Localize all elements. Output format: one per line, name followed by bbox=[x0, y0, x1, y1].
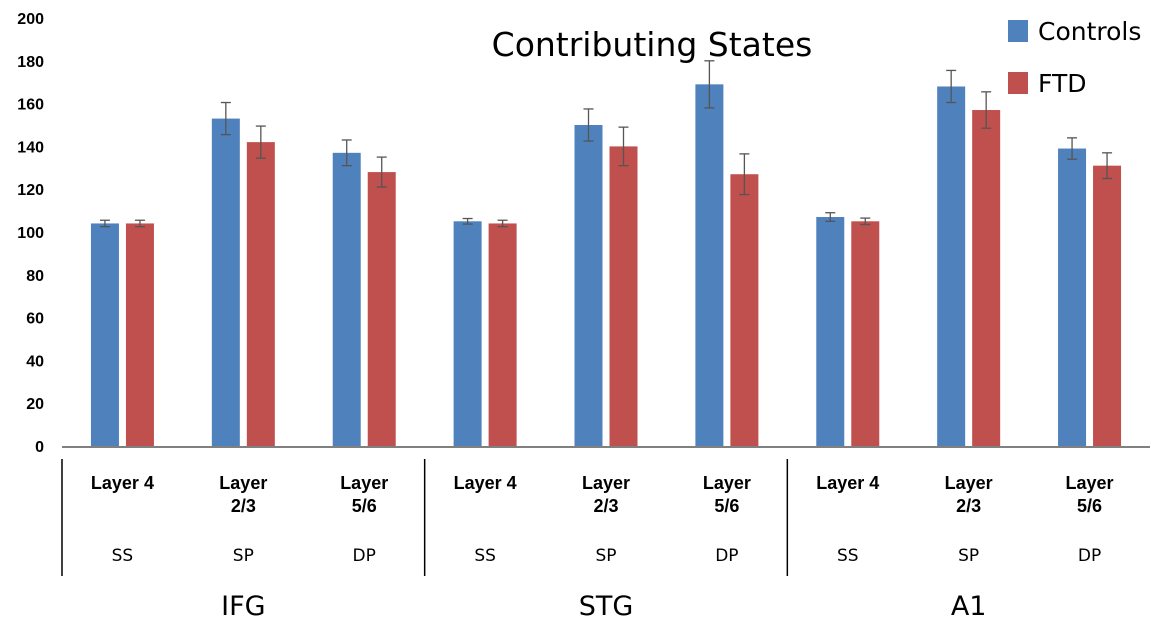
category-labels: Layer 4 SS Layer 2/3 SP Layer 5/6 DP Layer 4 SS La… bbox=[91, 473, 1114, 566]
layer-label: Layer 4 bbox=[91, 473, 154, 493]
bar-ftd bbox=[609, 146, 638, 446]
cell-type-label: DP bbox=[1078, 546, 1101, 566]
error-bar bbox=[1067, 137, 1078, 160]
y-tick-label: 140 bbox=[17, 139, 44, 156]
bar-controls bbox=[211, 118, 240, 446]
layer-label: 2/3 bbox=[593, 496, 618, 516]
y-tick-label: 0 bbox=[35, 439, 44, 456]
error-bar bbox=[583, 108, 594, 142]
bar-ftd bbox=[730, 174, 759, 446]
cell-type-label: SP bbox=[233, 546, 254, 566]
y-tick-label: 180 bbox=[17, 54, 44, 71]
bar-controls bbox=[574, 125, 603, 446]
legend-swatch-controls bbox=[1008, 20, 1028, 42]
layer-label: 2/3 bbox=[231, 496, 256, 516]
error-bar bbox=[825, 212, 836, 222]
bar-controls bbox=[90, 223, 119, 446]
error-bar bbox=[946, 69, 957, 104]
layer-label: Layer bbox=[582, 473, 630, 493]
bar-controls bbox=[816, 217, 845, 446]
error-bar bbox=[1102, 152, 1113, 180]
error-bar bbox=[376, 156, 387, 188]
error-bar bbox=[739, 153, 750, 196]
bar-ftd bbox=[125, 223, 154, 446]
bar-ftd bbox=[1093, 165, 1122, 446]
y-tick-label: 40 bbox=[26, 353, 44, 370]
y-tick-label: 60 bbox=[26, 311, 44, 328]
bar-ftd bbox=[972, 110, 1001, 447]
layer-label: Layer bbox=[1066, 473, 1114, 493]
layer-label: 5/6 bbox=[714, 496, 739, 516]
bar-controls bbox=[453, 221, 482, 446]
region-label: IFG bbox=[221, 591, 265, 621]
cell-type-label: SP bbox=[595, 546, 616, 566]
layer-label: Layer 4 bbox=[454, 473, 517, 493]
bar-ftd bbox=[246, 142, 275, 446]
region-label: STG bbox=[579, 591, 634, 621]
error-bar bbox=[860, 217, 871, 226]
layer-label: 5/6 bbox=[352, 496, 377, 516]
region-label: A1 bbox=[951, 591, 987, 621]
cell-type-label: SS bbox=[837, 546, 859, 566]
error-bar bbox=[220, 101, 231, 136]
error-bar bbox=[134, 219, 145, 228]
layer-label: 2/3 bbox=[956, 496, 981, 516]
error-bar bbox=[341, 139, 352, 167]
bar-ftd bbox=[367, 172, 396, 446]
bar-controls bbox=[1058, 148, 1087, 447]
error-bar bbox=[704, 60, 715, 109]
y-tick-label: 80 bbox=[26, 268, 44, 285]
cell-type-label: DP bbox=[715, 546, 738, 566]
error-bar bbox=[99, 219, 110, 228]
legend: Controls FTD bbox=[1008, 17, 1141, 98]
legend-label: FTD bbox=[1038, 69, 1086, 98]
cell-type-label: SP bbox=[958, 546, 979, 566]
layer-label: Layer bbox=[340, 473, 388, 493]
cell-type-label: DP bbox=[353, 546, 376, 566]
layer-label: Layer 4 bbox=[816, 473, 879, 493]
y-tick-label: 20 bbox=[26, 396, 44, 413]
cell-type-label: SS bbox=[112, 546, 134, 566]
error-bars bbox=[99, 60, 1113, 228]
bars bbox=[90, 84, 1122, 447]
bar-ftd bbox=[851, 221, 880, 446]
chart-title: Contributing States bbox=[492, 25, 813, 64]
error-bar bbox=[981, 91, 992, 129]
region-separators bbox=[61, 459, 789, 576]
layer-label: Layer bbox=[703, 473, 751, 493]
layer-label: 5/6 bbox=[1077, 496, 1102, 516]
bar-controls bbox=[695, 84, 724, 446]
bar-controls bbox=[937, 86, 966, 446]
y-tick-label: 100 bbox=[17, 225, 44, 242]
y-axis-ticks: 0 20 40 60 80 100 120 140 160 180 200 bbox=[17, 11, 44, 456]
bar-controls bbox=[332, 152, 361, 446]
layer-label: Layer bbox=[945, 473, 993, 493]
legend-swatch-ftd bbox=[1008, 72, 1028, 94]
error-bar bbox=[462, 217, 473, 225]
cell-type-label: SS bbox=[474, 546, 496, 566]
error-bar bbox=[618, 126, 629, 167]
error-bar bbox=[255, 125, 266, 159]
error-bar bbox=[497, 219, 508, 228]
y-tick-label: 120 bbox=[17, 182, 44, 199]
region-labels: IFG STG A1 bbox=[221, 591, 986, 621]
y-tick-label: 200 bbox=[17, 11, 44, 28]
legend-label: Controls bbox=[1038, 17, 1141, 46]
bar-ftd bbox=[488, 223, 517, 446]
layer-label: Layer bbox=[219, 473, 267, 493]
y-tick-label: 160 bbox=[17, 97, 44, 114]
